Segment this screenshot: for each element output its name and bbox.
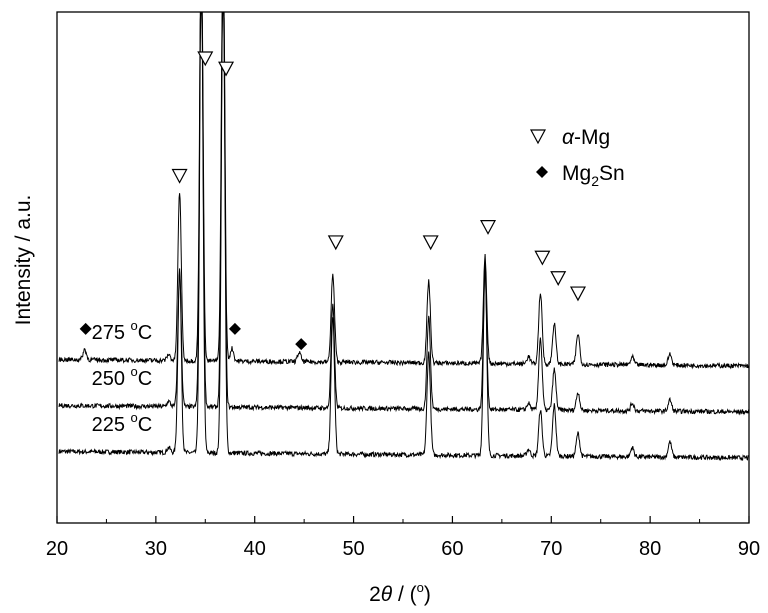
x-tick-label-50: 50 — [342, 538, 364, 560]
alpha-mg-peak-marker — [171, 168, 188, 184]
x-tick-label-90: 90 — [738, 538, 760, 560]
x-tick-label-30: 30 — [145, 538, 167, 560]
plot-frame — [56, 11, 750, 524]
legend-label-alpha-mg: α-Mg — [562, 126, 610, 149]
alpha-mg-peak-marker — [569, 286, 586, 302]
x-tick-label-80: 80 — [639, 538, 661, 560]
legend-label-mg2sn: Mg2Sn — [562, 162, 625, 189]
alpha-mg-peak-marker — [218, 61, 235, 77]
xrd-curve-250C — [58, 11, 750, 416]
legend-mg2sn-diamond-marker — [536, 166, 548, 178]
alpha-mg-peak-marker — [534, 250, 551, 266]
alpha-mg-peak-marker — [327, 235, 344, 251]
alpha-mg-peak-marker — [422, 235, 439, 251]
xrd-curve-275C — [58, 11, 750, 370]
y-axis-title: Intensity / a.u. — [12, 195, 35, 326]
series-labels: 225 oC 250 oC 275 oC — [92, 318, 153, 436]
x-axis-ticks: 20 30 40 50 60 70 80 90 — [46, 516, 760, 560]
series-label-250C: 250 oC — [92, 364, 153, 390]
alpha-mg-peak-marker — [197, 51, 214, 67]
x-axis-title: 2θ / (o) — [369, 580, 431, 606]
mg2sn-peak-marker — [79, 322, 92, 335]
alpha-mg-peak-marker — [550, 271, 567, 286]
mg2sn-peak-marker — [228, 322, 241, 335]
xrd-curves — [58, 11, 750, 462]
peak-markers — [79, 51, 586, 351]
series-label-225C: 225 oC — [92, 410, 153, 436]
legend-alpha-mg-triangle-marker — [529, 129, 547, 145]
x-tick-label-20: 20 — [46, 538, 68, 560]
x-tick-label-40: 40 — [244, 538, 266, 560]
series-label-275C: 275 oC — [92, 318, 153, 344]
x-tick-label-70: 70 — [540, 538, 562, 560]
alpha-mg-peak-marker — [480, 220, 497, 235]
xrd-curve-225C — [58, 11, 750, 462]
legend: α-Mg Mg2Sn — [529, 126, 625, 189]
x-tick-label-60: 60 — [441, 538, 463, 560]
mg2sn-peak-marker — [295, 338, 308, 351]
